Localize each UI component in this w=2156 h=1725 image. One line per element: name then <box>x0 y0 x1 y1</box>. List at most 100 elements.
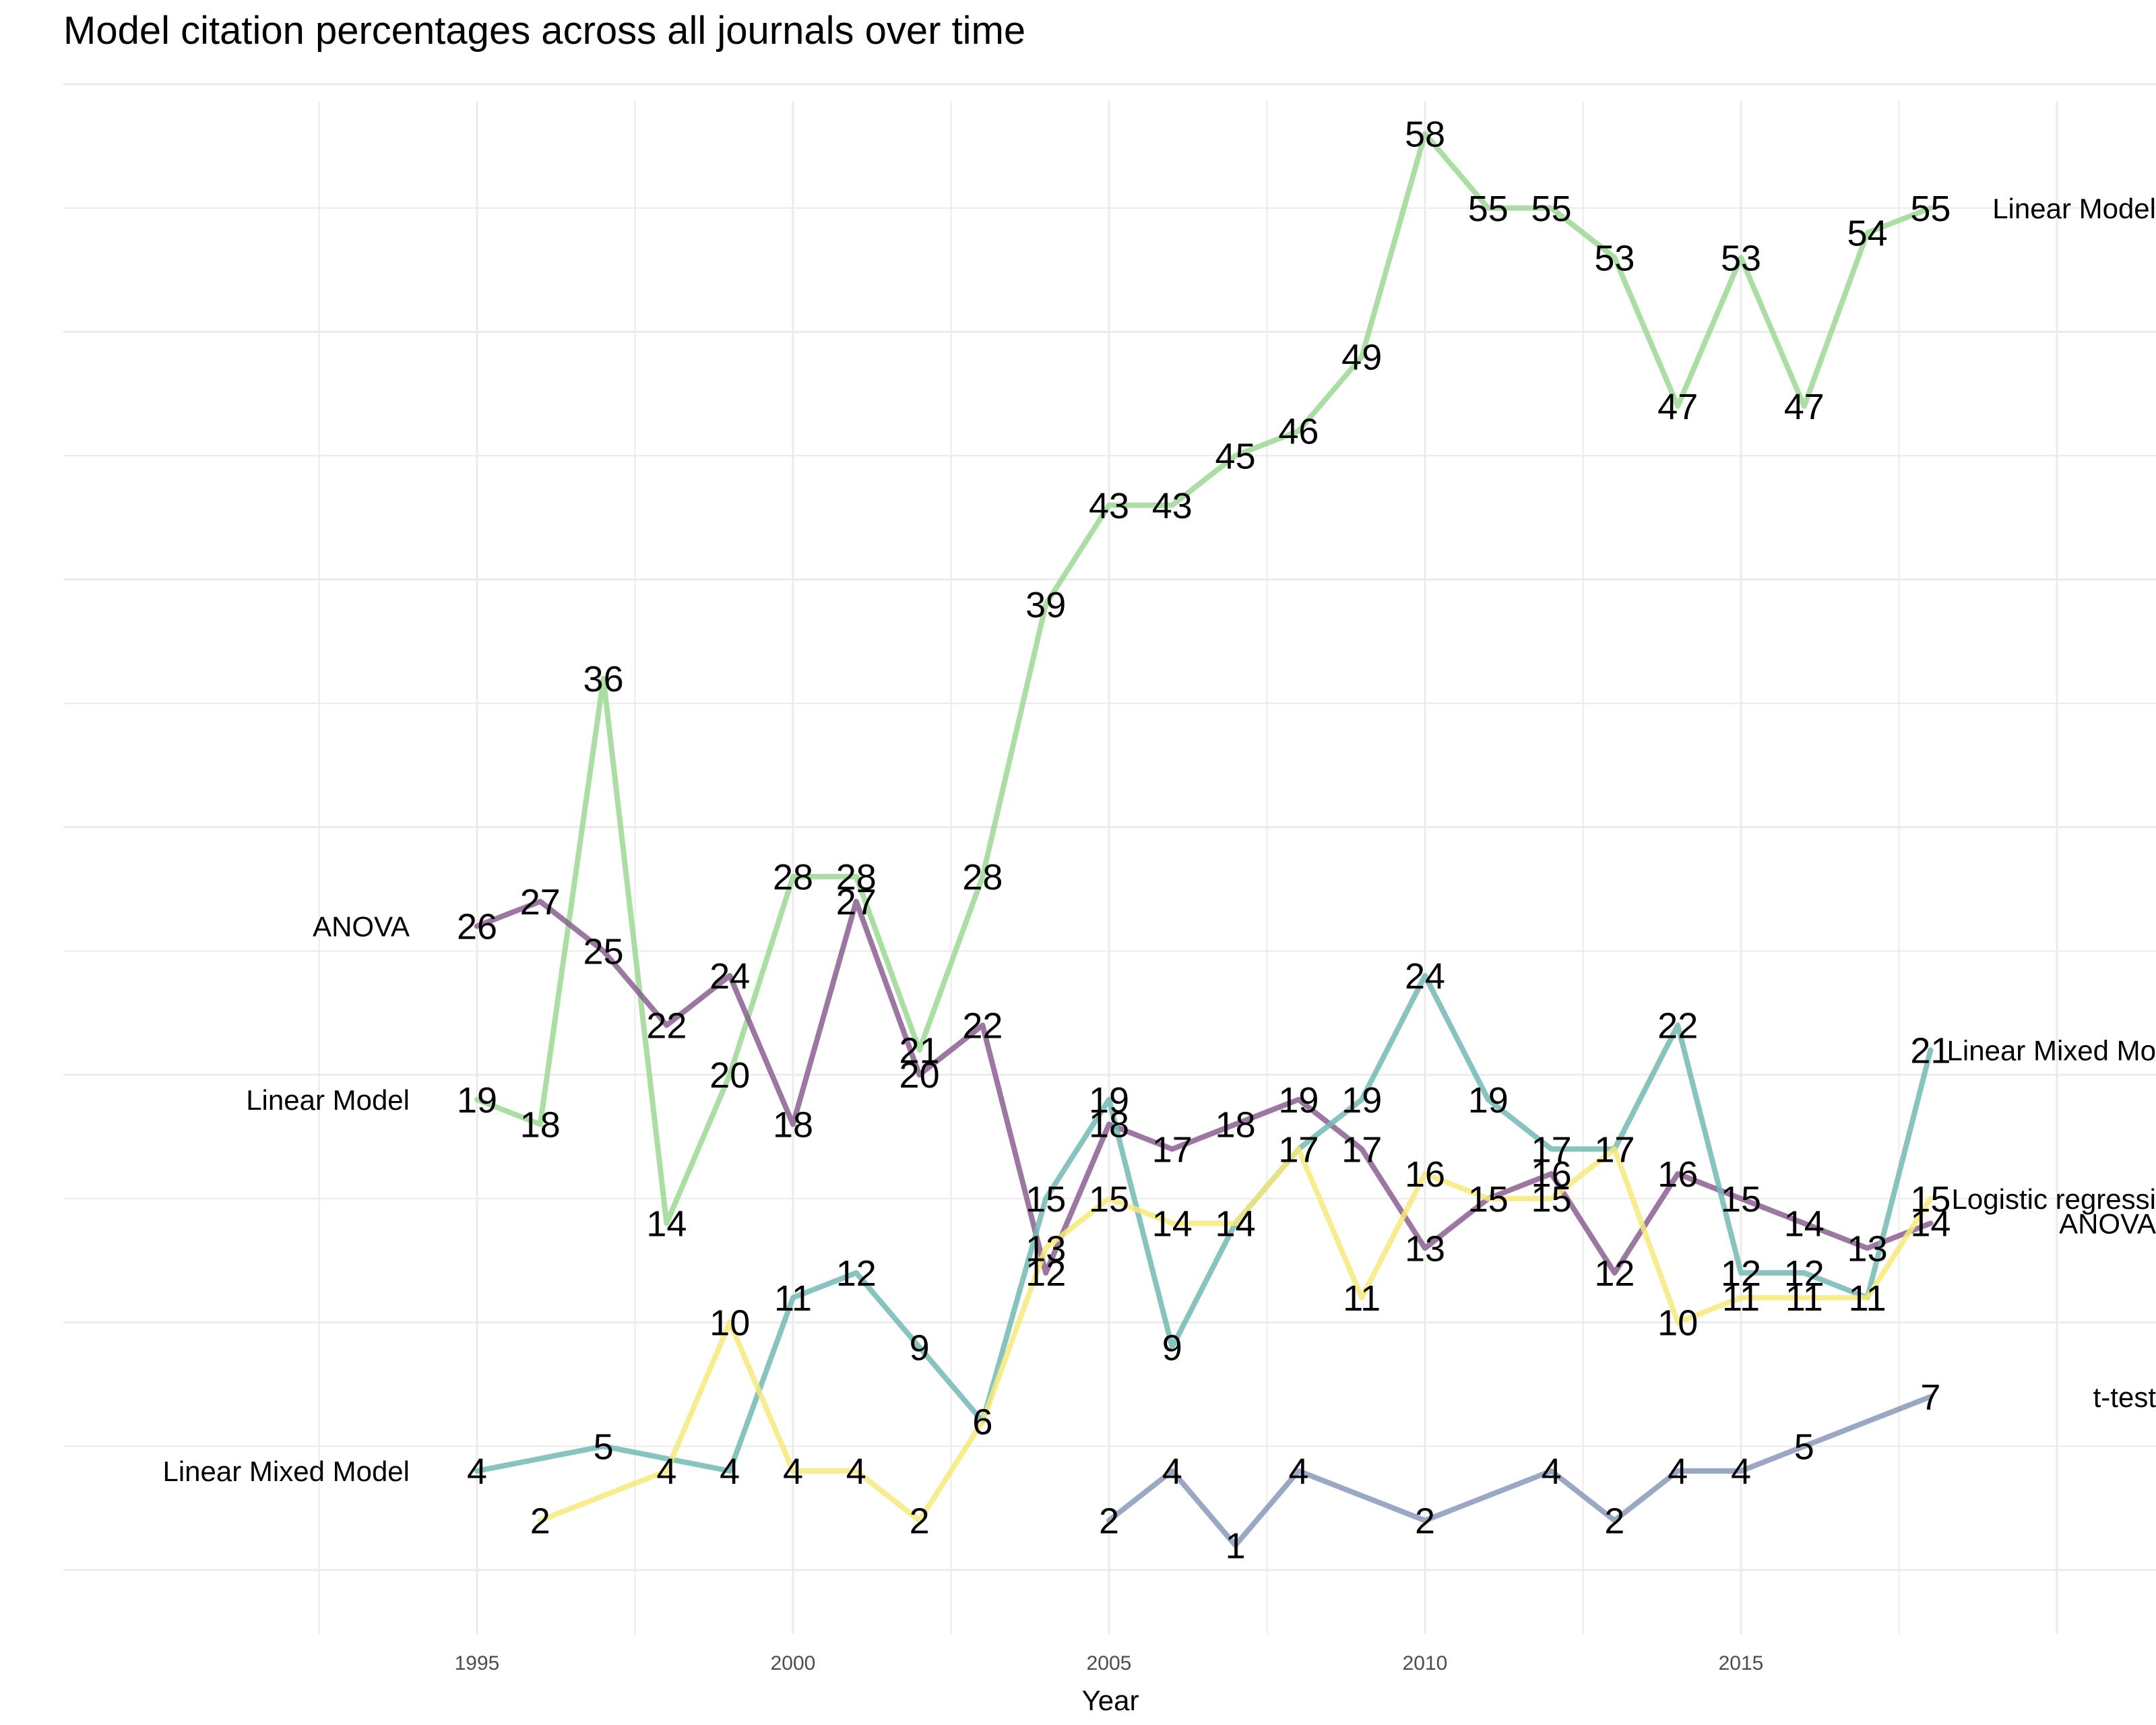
data-label: 2 <box>530 1501 550 1542</box>
series-start-label: Linear Model <box>246 1084 410 1116</box>
x-axis-title: Year <box>1082 1685 1139 1716</box>
data-label: 58 <box>1405 115 1445 155</box>
series-line <box>1106 1393 1934 1548</box>
data-label: 4 <box>656 1451 676 1492</box>
data-label: 54 <box>1847 214 1888 254</box>
data-label: 43 <box>1152 486 1193 526</box>
data-label: 16 <box>1531 1154 1572 1195</box>
data-label: 27 <box>520 882 561 922</box>
data-label: 4 <box>783 1451 803 1492</box>
data-label: 17 <box>1152 1129 1193 1170</box>
data-label: 2 <box>1099 1501 1119 1542</box>
data-label: 15 <box>1089 1179 1129 1220</box>
data-label: 7 <box>1920 1377 1940 1418</box>
data-label: 2 <box>1604 1501 1624 1542</box>
data-label: 55 <box>1468 189 1509 229</box>
data-label: 18 <box>520 1105 561 1146</box>
series-end-label: ANOVA <box>2059 1208 2156 1240</box>
data-label: 4 <box>846 1451 866 1492</box>
data-label: 55 <box>1910 189 1951 229</box>
x-tick-label: 1995 <box>455 1652 500 1674</box>
x-tick-label: 2015 <box>1719 1652 1764 1674</box>
data-label: 11 <box>1849 1278 1886 1319</box>
data-label: 9 <box>1162 1327 1182 1368</box>
data-label: 28 <box>836 857 877 898</box>
data-label: 53 <box>1721 238 1761 278</box>
data-label: 14 <box>646 1204 687 1245</box>
data-label: 11 <box>1849 1278 1886 1319</box>
data-label: 10 <box>709 1303 750 1344</box>
data-label: 15 <box>1721 1179 1761 1220</box>
data-label: 5 <box>1794 1426 1814 1467</box>
data-label: 45 <box>1215 436 1256 476</box>
data-label: 4 <box>1542 1451 1562 1492</box>
series-start-label: Linear Mixed Model <box>162 1455 410 1487</box>
data-label: 25 <box>583 931 624 972</box>
data-label: 5 <box>594 1426 614 1467</box>
data-label: 12 <box>1025 1253 1066 1294</box>
data-label: 4 <box>1162 1451 1182 1492</box>
data-label: 11 <box>1722 1278 1760 1319</box>
data-label: 26 <box>457 907 497 947</box>
data-label: 28 <box>773 857 813 898</box>
series-lines <box>474 131 1934 1548</box>
data-label: 21 <box>1910 1030 1951 1071</box>
data-label: 47 <box>1657 387 1698 427</box>
data-label: 24 <box>709 956 750 997</box>
data-label: 22 <box>962 1006 1003 1046</box>
data-label: 6 <box>972 1402 992 1443</box>
data-label: 14 <box>1215 1204 1256 1245</box>
data-label: 20 <box>709 1055 750 1096</box>
data-label: 4 <box>720 1451 740 1492</box>
data-label: 14 <box>1910 1204 1951 1245</box>
data-label: 16 <box>1657 1154 1698 1195</box>
data-label: 19 <box>457 1080 497 1121</box>
data-label: 47 <box>1784 387 1825 427</box>
data-label: 22 <box>1657 1006 1698 1046</box>
data-label: 17 <box>1278 1129 1319 1170</box>
series-name-labels: Linear Model Linear Model ANOVA ANOVA Linear… <box>162 193 2156 1487</box>
grid-lines <box>63 83 2156 1634</box>
data-label: 4 <box>467 1451 487 1492</box>
data-label: 14 <box>1215 1204 1256 1245</box>
data-label: 17 <box>1531 1129 1572 1170</box>
data-label: 4 <box>1288 1451 1308 1492</box>
data-label: 15 <box>1025 1179 1066 1220</box>
data-label: 18 <box>1215 1105 1256 1146</box>
data-label: 21 <box>899 1030 940 1071</box>
data-label: 27 <box>836 882 877 922</box>
data-label: 15 <box>1468 1179 1509 1220</box>
data-label: 17 <box>1594 1129 1635 1170</box>
data-label: 10 <box>1657 1303 1698 1344</box>
x-tick-label: 2010 <box>1403 1652 1448 1674</box>
data-label: 12 <box>1721 1253 1761 1294</box>
series-line <box>537 1146 1934 1524</box>
data-label: 43 <box>1089 486 1129 526</box>
data-label: 19 <box>1089 1080 1129 1121</box>
data-label: 18 <box>1089 1105 1129 1146</box>
data-label: 19 <box>1278 1080 1319 1121</box>
series-end-label: Logistic regressi <box>1952 1183 2156 1215</box>
data-label: 28 <box>962 857 1003 898</box>
data-label: 39 <box>1025 585 1066 625</box>
data-label: 17 <box>1278 1129 1319 1170</box>
data-label: 9 <box>910 1327 930 1368</box>
data-label: 14 <box>1152 1204 1193 1245</box>
data-label: 4 <box>1668 1451 1688 1492</box>
chart-title: Model citation percentages across all jo… <box>63 9 1026 53</box>
data-label: 15 <box>1910 1179 1951 1220</box>
data-label: 2 <box>1415 1501 1435 1542</box>
data-label: 14 <box>1784 1204 1825 1245</box>
data-label: 46 <box>1278 412 1319 452</box>
data-label: 19 <box>1468 1080 1509 1121</box>
x-axis-ticks: 1995 2000 2005 2010 2015 <box>455 1652 1764 1674</box>
data-label: 15 <box>1531 1179 1572 1220</box>
data-label: 17 <box>1594 1129 1635 1170</box>
data-label: 55 <box>1531 189 1572 229</box>
data-label: 15 <box>1468 1179 1509 1220</box>
series-start-label: ANOVA <box>313 911 410 943</box>
series-end-label: Linear Model <box>1992 193 2156 224</box>
data-label: 53 <box>1594 238 1635 278</box>
